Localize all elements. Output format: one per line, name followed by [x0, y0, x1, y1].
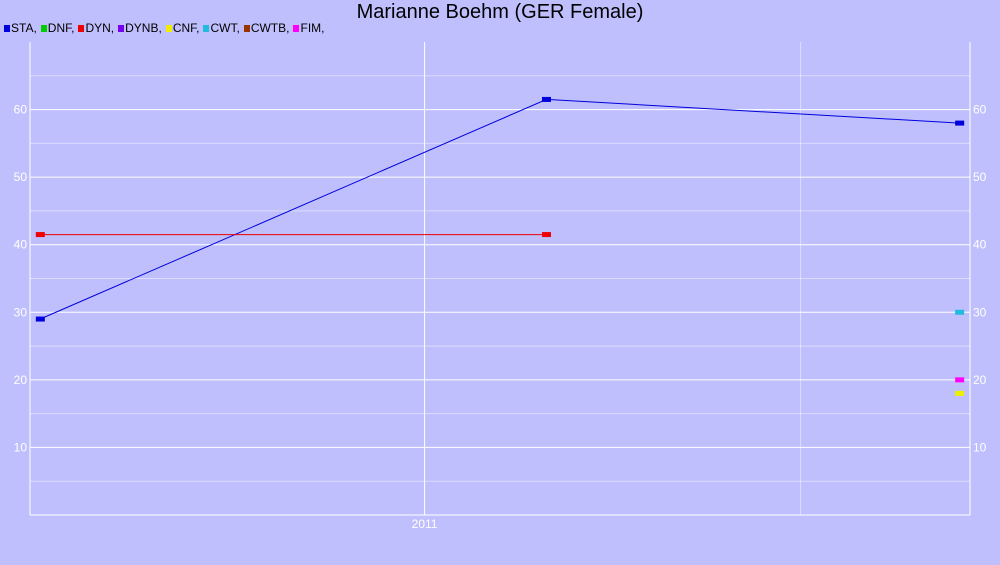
legend-item-dyn: DYN, [78, 21, 114, 35]
legend-item-dnf: DNF, [40, 21, 75, 35]
y-tick-label-left: 20 [14, 373, 28, 387]
legend-swatch-dnf [40, 25, 47, 32]
data-point-sta [35, 316, 45, 322]
legend-swatch-dyn [78, 25, 85, 32]
legend-label-cwtb: CWTB, [250, 21, 290, 35]
data-point-fim [955, 377, 965, 383]
y-tick-label-right: 60 [973, 103, 987, 117]
legend-item-cwt: CWT, [203, 21, 240, 35]
y-tick-label-left: 30 [14, 305, 28, 319]
y-tick-label-right: 20 [973, 373, 987, 387]
y-tick-label-right: 10 [973, 440, 987, 454]
legend-label-dyn: DYN, [85, 21, 115, 35]
legend-item-dynb: DYNB, [118, 21, 162, 35]
series-line-sta [40, 98, 960, 320]
legend-label-sta: STA, [11, 21, 37, 35]
legend-swatch-fim [293, 25, 300, 32]
data-point-sta [541, 96, 551, 102]
legend-item-cwtb: CWTB, [243, 21, 290, 35]
legend-item-sta: STA, [4, 21, 37, 35]
legend-label-fim: FIM, [300, 21, 325, 35]
data-point-sta [955, 120, 965, 126]
data-point-dyn [35, 232, 45, 238]
y-tick-label-right: 50 [973, 170, 987, 184]
y-tick-label-right: 40 [973, 238, 987, 252]
legend-label-cwt: CWT, [210, 21, 240, 35]
legend: STA, DNF, DYN, DYNB, CNF, CWT, CWTB, FIM, [4, 21, 328, 35]
legend-swatch-cnf [165, 25, 172, 32]
legend-label-cnf: CNF, [172, 21, 200, 35]
y-tick-label-left: 40 [14, 238, 28, 252]
legend-swatch-cwtb [243, 25, 250, 32]
data-point-dyn [541, 232, 551, 238]
y-tick-label-right: 30 [973, 305, 987, 319]
legend-item-fim: FIM, [293, 21, 324, 35]
legend-swatch-sta [4, 25, 10, 32]
y-tick-label-left: 10 [14, 440, 28, 454]
y-tick-label-left: 60 [14, 103, 28, 117]
legend-label-dynb: DYNB, [125, 21, 162, 35]
legend-swatch-dynb [118, 25, 125, 32]
data-point-cnf [955, 390, 965, 396]
data-point-cwt [955, 309, 965, 315]
chart-title: Marianne Boehm (GER Female) [356, 1, 644, 23]
x-tick-label: 2011 [412, 517, 438, 531]
y-tick-label-left: 50 [14, 170, 28, 184]
legend-swatch-cwt [203, 25, 210, 32]
legend-item-cnf: CNF, [165, 21, 200, 35]
legend-label-dnf: DNF, [47, 21, 75, 35]
